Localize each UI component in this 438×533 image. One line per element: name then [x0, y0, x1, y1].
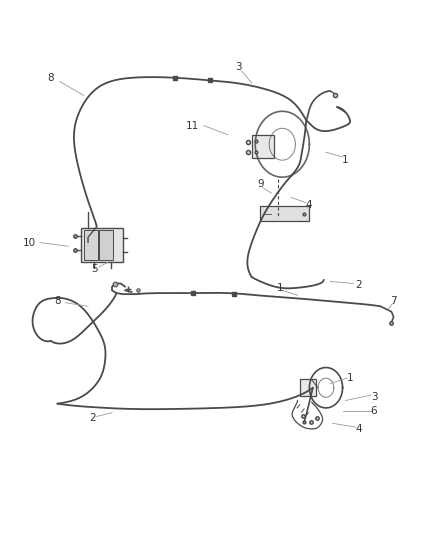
Text: 3: 3	[235, 62, 242, 72]
Text: 2: 2	[89, 413, 95, 423]
Text: 11: 11	[186, 120, 199, 131]
Text: 5: 5	[91, 264, 98, 274]
Text: 2: 2	[355, 280, 362, 290]
Text: 4: 4	[355, 424, 362, 434]
Text: 6: 6	[371, 406, 377, 416]
Text: 8: 8	[48, 73, 54, 83]
Text: 1: 1	[277, 283, 283, 293]
Text: 8: 8	[54, 296, 61, 306]
Text: 1: 1	[343, 155, 349, 165]
FancyBboxPatch shape	[99, 230, 113, 260]
Text: 9: 9	[257, 179, 264, 189]
Text: 10: 10	[22, 238, 35, 247]
FancyBboxPatch shape	[300, 379, 316, 396]
Text: 1: 1	[346, 373, 353, 383]
FancyBboxPatch shape	[261, 206, 308, 221]
Text: 3: 3	[371, 392, 377, 402]
FancyBboxPatch shape	[252, 135, 274, 158]
FancyBboxPatch shape	[81, 228, 123, 262]
Text: 4: 4	[305, 200, 312, 211]
FancyBboxPatch shape	[84, 230, 98, 260]
Text: 7: 7	[390, 296, 397, 306]
